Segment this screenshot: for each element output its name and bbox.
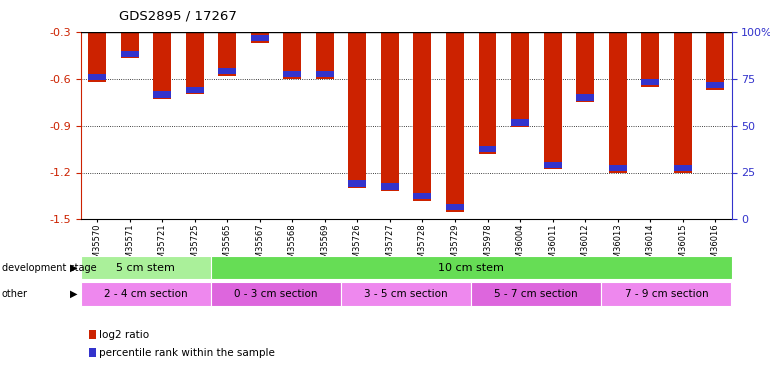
Text: 5 cm stem: 5 cm stem bbox=[116, 263, 176, 273]
Bar bbox=[381, 183, 399, 190]
Text: other: other bbox=[2, 289, 28, 299]
Bar bbox=[413, 32, 431, 201]
Bar bbox=[153, 32, 171, 99]
Text: 0 - 3 cm section: 0 - 3 cm section bbox=[234, 289, 318, 299]
Bar bbox=[641, 32, 659, 87]
Bar bbox=[121, 51, 139, 57]
Bar bbox=[576, 94, 594, 100]
Bar bbox=[706, 82, 724, 88]
Bar bbox=[446, 204, 464, 210]
Text: 10 cm stem: 10 cm stem bbox=[438, 263, 504, 273]
Bar bbox=[316, 32, 333, 79]
Bar bbox=[381, 32, 399, 191]
Bar bbox=[576, 32, 594, 102]
Bar bbox=[511, 119, 529, 126]
Text: GDS2895 / 17267: GDS2895 / 17267 bbox=[119, 9, 237, 22]
Bar bbox=[479, 32, 497, 154]
Bar bbox=[283, 32, 301, 79]
Bar bbox=[89, 32, 106, 82]
Text: 3 - 5 cm section: 3 - 5 cm section bbox=[364, 289, 448, 299]
Bar bbox=[349, 180, 367, 187]
Text: 2 - 4 cm section: 2 - 4 cm section bbox=[104, 289, 188, 299]
Bar bbox=[511, 32, 529, 127]
Text: percentile rank within the sample: percentile rank within the sample bbox=[99, 348, 274, 357]
Bar bbox=[153, 91, 171, 98]
Bar bbox=[479, 146, 497, 152]
Bar bbox=[89, 74, 106, 80]
Bar bbox=[121, 32, 139, 58]
Bar bbox=[219, 32, 236, 76]
Bar bbox=[544, 32, 561, 170]
Bar bbox=[251, 32, 269, 43]
Bar bbox=[186, 32, 203, 94]
Bar bbox=[641, 79, 659, 85]
Bar bbox=[349, 32, 367, 188]
Bar bbox=[413, 193, 431, 199]
Bar bbox=[706, 32, 724, 90]
Bar bbox=[251, 35, 269, 41]
Bar bbox=[674, 165, 691, 171]
Text: log2 ratio: log2 ratio bbox=[99, 330, 149, 339]
Text: ▶: ▶ bbox=[69, 289, 77, 299]
Text: development stage: development stage bbox=[2, 263, 96, 273]
Bar bbox=[283, 71, 301, 77]
Bar bbox=[544, 162, 561, 168]
Bar bbox=[316, 71, 333, 77]
Bar bbox=[674, 32, 691, 172]
Text: ▶: ▶ bbox=[69, 263, 77, 273]
Bar bbox=[609, 32, 627, 172]
Text: 7 - 9 cm section: 7 - 9 cm section bbox=[624, 289, 708, 299]
Bar bbox=[446, 32, 464, 211]
Bar bbox=[186, 87, 203, 93]
Text: 5 - 7 cm section: 5 - 7 cm section bbox=[494, 289, 578, 299]
Bar bbox=[609, 165, 627, 171]
Bar bbox=[219, 68, 236, 74]
